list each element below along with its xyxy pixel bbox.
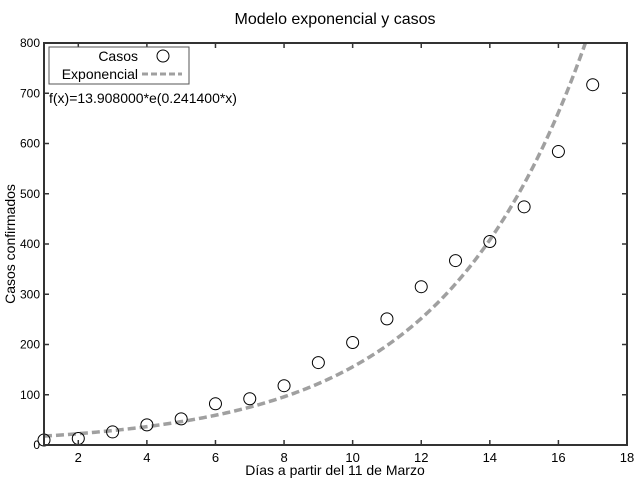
exponential-fit-line (43, 42, 588, 438)
plot-frame (43, 42, 628, 446)
legend-marker-casos (156, 49, 170, 63)
y-tick-label: 300 (20, 287, 40, 301)
data-point-casos (517, 200, 531, 214)
x-tick-label: 10 (345, 450, 359, 465)
y-tick-label: 0 (33, 438, 40, 452)
x-axis-label: Días a partir del 11 de Marzo (245, 462, 425, 478)
y-tick-label: 600 (20, 137, 40, 151)
fit-annotation: f(x)=13.908000*e(0.241400*x) (49, 90, 237, 106)
y-tick-label: 100 (20, 388, 40, 402)
data-point-casos (140, 418, 154, 432)
legend-label-exponencial: Exponencial (62, 66, 138, 82)
data-point-casos (380, 312, 394, 326)
data-point-casos (449, 254, 463, 268)
x-tick-label: 4 (143, 450, 150, 465)
y-tick-label: 700 (20, 86, 40, 100)
data-point-casos (586, 78, 600, 92)
x-tick-label: 14 (483, 450, 497, 465)
x-tick-label: 12 (414, 450, 428, 465)
data-point-casos (277, 379, 291, 393)
x-tick-label: 18 (620, 450, 634, 465)
legend-label-casos: Casos (98, 48, 138, 64)
data-point-casos (346, 335, 360, 349)
data-point-casos (243, 392, 257, 406)
x-tick-label: 6 (212, 450, 219, 465)
x-tick-label: 16 (551, 450, 565, 465)
data-point-casos (483, 234, 497, 248)
data-point-casos (414, 280, 428, 294)
y-tick-label: 500 (20, 187, 40, 201)
y-tick-label: 200 (20, 338, 40, 352)
data-point-casos (551, 145, 565, 159)
data-point-casos (208, 397, 222, 411)
x-tick-label: 8 (280, 450, 287, 465)
legend-box (48, 46, 190, 85)
data-point-casos (106, 425, 120, 439)
y-tick-label: 800 (20, 36, 40, 50)
chart-title: Modelo exponencial y casos (234, 11, 435, 28)
y-axis-label: Casos confirmados (2, 184, 18, 304)
y-tick-label: 400 (20, 237, 40, 251)
legend: Casos Exponencial (48, 46, 190, 85)
data-point-casos (311, 356, 325, 370)
x-tick-label: 2 (75, 450, 82, 465)
data-point-casos (174, 412, 188, 426)
